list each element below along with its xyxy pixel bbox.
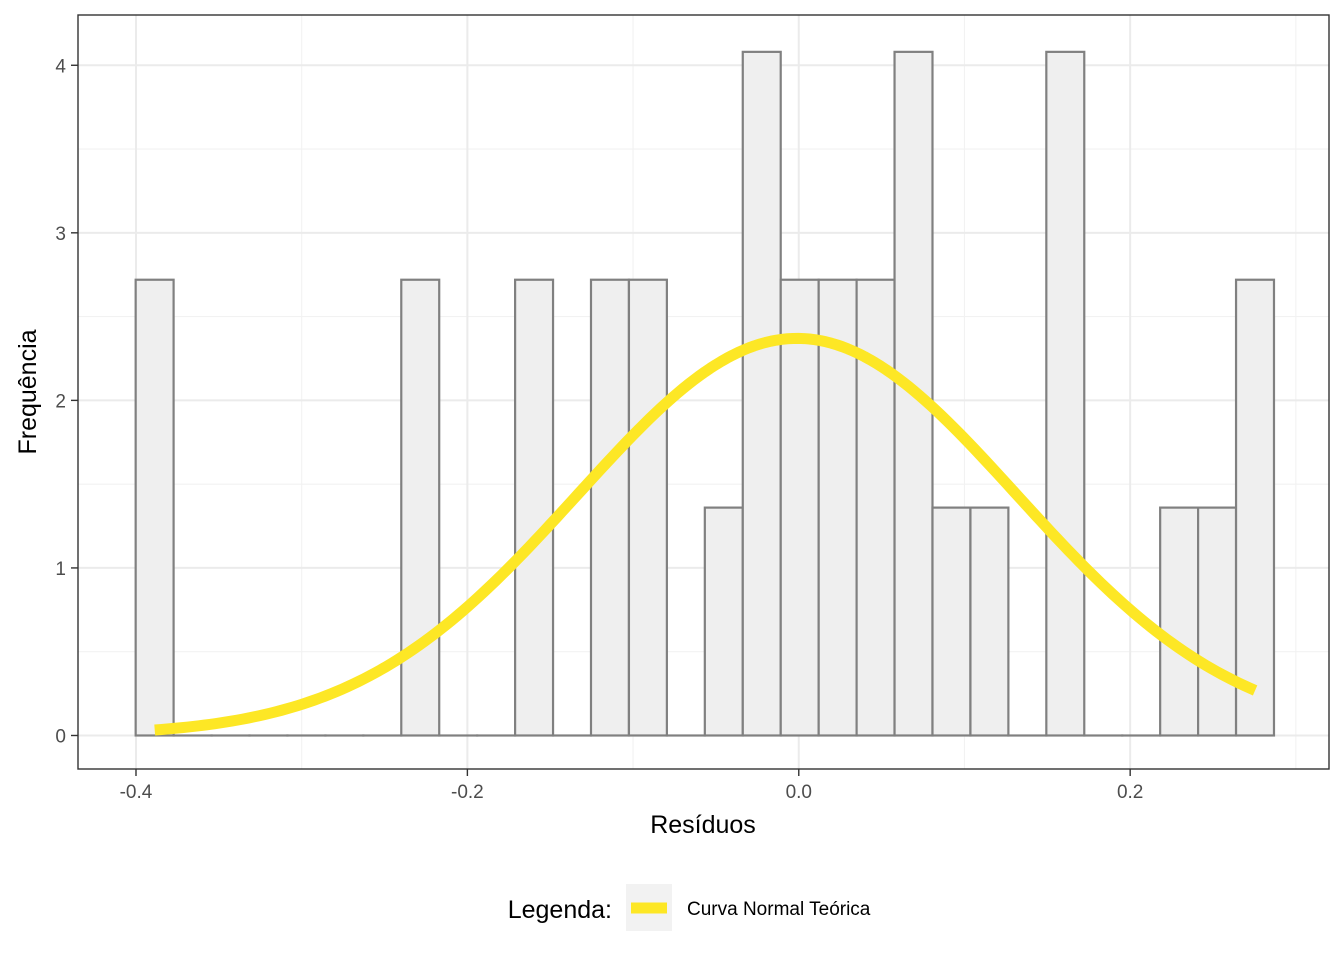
histogram-bar [514, 278, 555, 737]
histogram-bar [589, 278, 631, 737]
histogram-bar [1234, 278, 1276, 737]
x-axis: -0.4 -0.2 0.0 0.2 [120, 769, 1143, 803]
x-axis-title: Resíduos [650, 811, 756, 839]
y-axis: 0 1 2 3 4 [55, 56, 78, 747]
panel-border [77, 14, 1330, 770]
histogram-bar [400, 278, 441, 737]
histogram-bar [1159, 506, 1200, 737]
histogram-bar [134, 278, 175, 737]
histogram-bar [855, 278, 896, 737]
x-tick-label: 0.2 [1117, 782, 1143, 803]
histogram-bar [1045, 50, 1086, 737]
y-tick-label: 1 [55, 559, 66, 580]
legend: Legenda: Curva Normal Teórica [508, 884, 871, 931]
legend-title: Legenda: [508, 896, 612, 924]
y-tick-label: 2 [55, 391, 66, 412]
normal-curve-line [154, 332, 1258, 736]
y-tick-label: 0 [55, 726, 66, 747]
legend-label-normal-curve: Curva Normal Teórica [687, 899, 871, 920]
histogram-bars [134, 50, 1276, 737]
x-tick-label: -0.2 [451, 782, 484, 803]
y-tick-label: 3 [55, 224, 66, 245]
histogram-bar [741, 50, 782, 737]
histogram-bar [703, 506, 744, 737]
histogram-bar [931, 506, 972, 737]
y-axis-title: Frequência [14, 329, 42, 454]
x-tick-label: 0.0 [786, 782, 812, 803]
histogram-bar [627, 278, 668, 737]
x-tick-label: -0.4 [120, 782, 153, 803]
histogram-bar [969, 506, 1010, 737]
y-tick-label: 4 [55, 56, 66, 77]
histogram-bar [1197, 506, 1238, 737]
histogram-bar [779, 278, 820, 737]
